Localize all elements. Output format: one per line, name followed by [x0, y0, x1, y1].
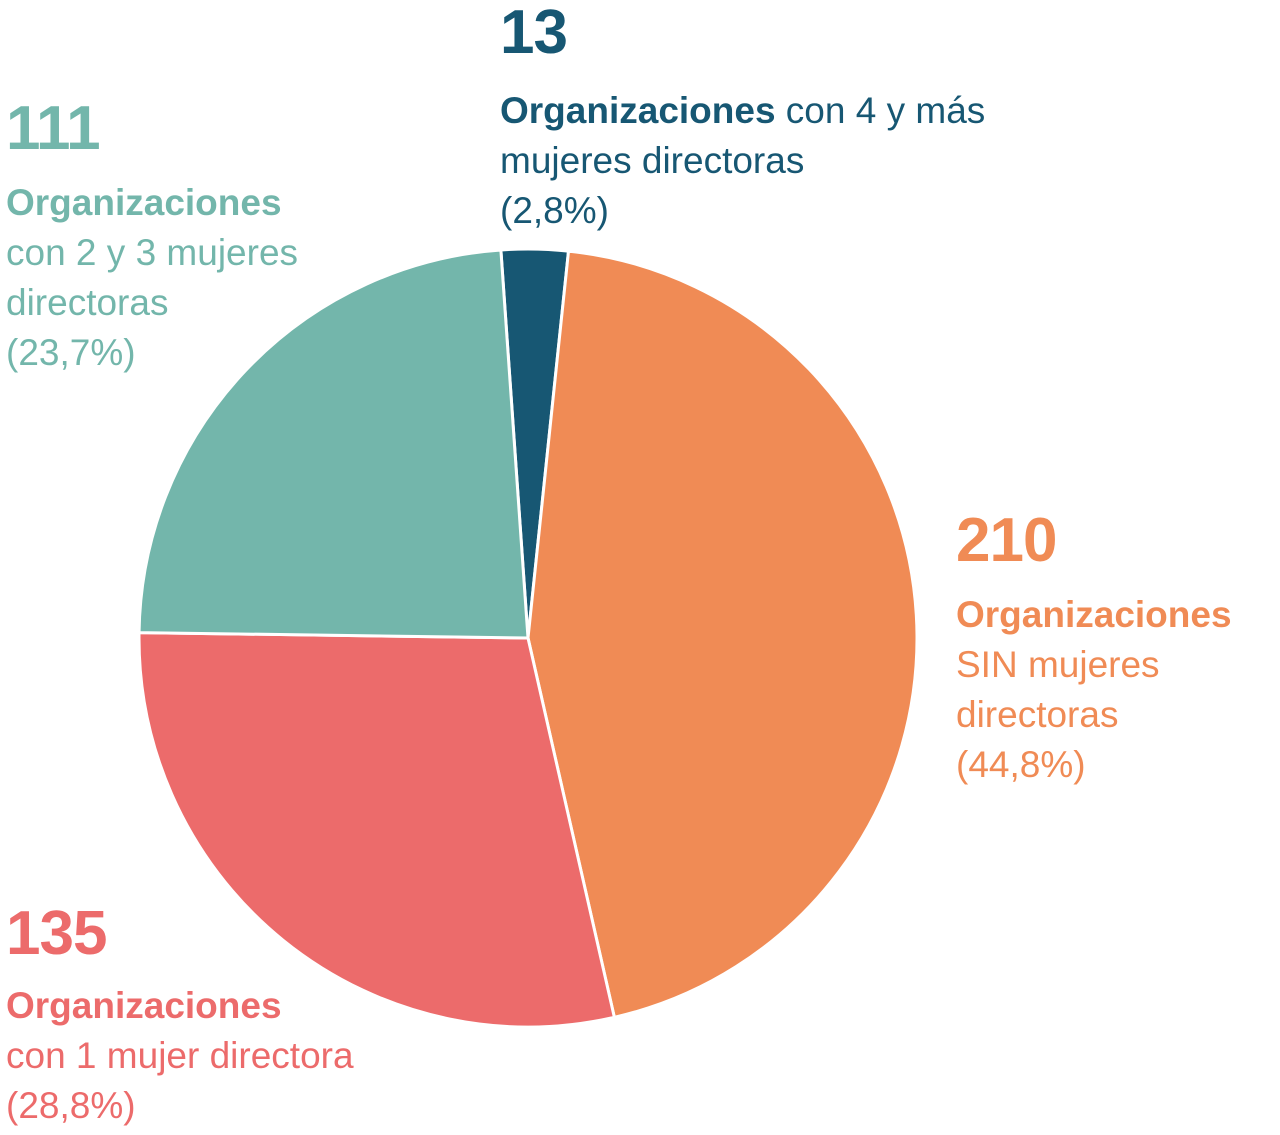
- slice-label-bold: Organizaciones: [6, 985, 282, 1026]
- slice-label-sin: 210 Organizaciones SIN mujeres directoras…: [956, 510, 1276, 790]
- slice-description: Organizaciones con 2 y 3 mujeres director…: [6, 178, 386, 378]
- slice-label-rest: con 1 mujer directora: [6, 1035, 354, 1076]
- slice-label-bold: Organizaciones: [6, 182, 282, 223]
- slice-percent: (28,8%): [6, 1085, 136, 1126]
- slice-label-1: 135 Organizaciones con 1 mujer directora(…: [6, 903, 526, 1131]
- slice-description: Organizaciones con 1 mujer directora (28,8…: [6, 981, 526, 1131]
- slice-count: 13: [500, 0, 568, 67]
- slice-percent: (44,8%): [956, 744, 1086, 785]
- slice-percent: (2,8%): [500, 190, 609, 231]
- slice-percent: (23,7%): [6, 332, 136, 373]
- slice-label-bold: Organizaciones: [956, 594, 1232, 635]
- pie-slice-1: [137, 631, 616, 1029]
- slice-description: Organizaciones SIN mujeres directoras (44,…: [956, 590, 1276, 790]
- slice-label-rest: SIN mujeres directoras: [956, 644, 1160, 735]
- slice-label-2-3: 111 Organizaciones con 2 y 3 mujeres dire…: [6, 98, 386, 378]
- slice-count: 135: [6, 899, 107, 968]
- slice-label-4-plus: 13 Organizaciones con 4 y más mujeres di…: [500, 2, 1020, 236]
- slice-count: 111: [6, 94, 101, 163]
- pie-slice-sin: [526, 249, 919, 1019]
- slice-label-bold: Organizaciones: [500, 90, 776, 131]
- slice-description: Organizaciones con 4 y más mujeres direc…: [500, 86, 1020, 236]
- pie-slice-2-3: [137, 248, 530, 640]
- slice-label-rest: con 2 y 3 mujeres directoras: [6, 232, 299, 323]
- slice-count: 210: [956, 506, 1057, 575]
- slice-label-rest: con 4 y más mujeres directoras: [500, 90, 986, 181]
